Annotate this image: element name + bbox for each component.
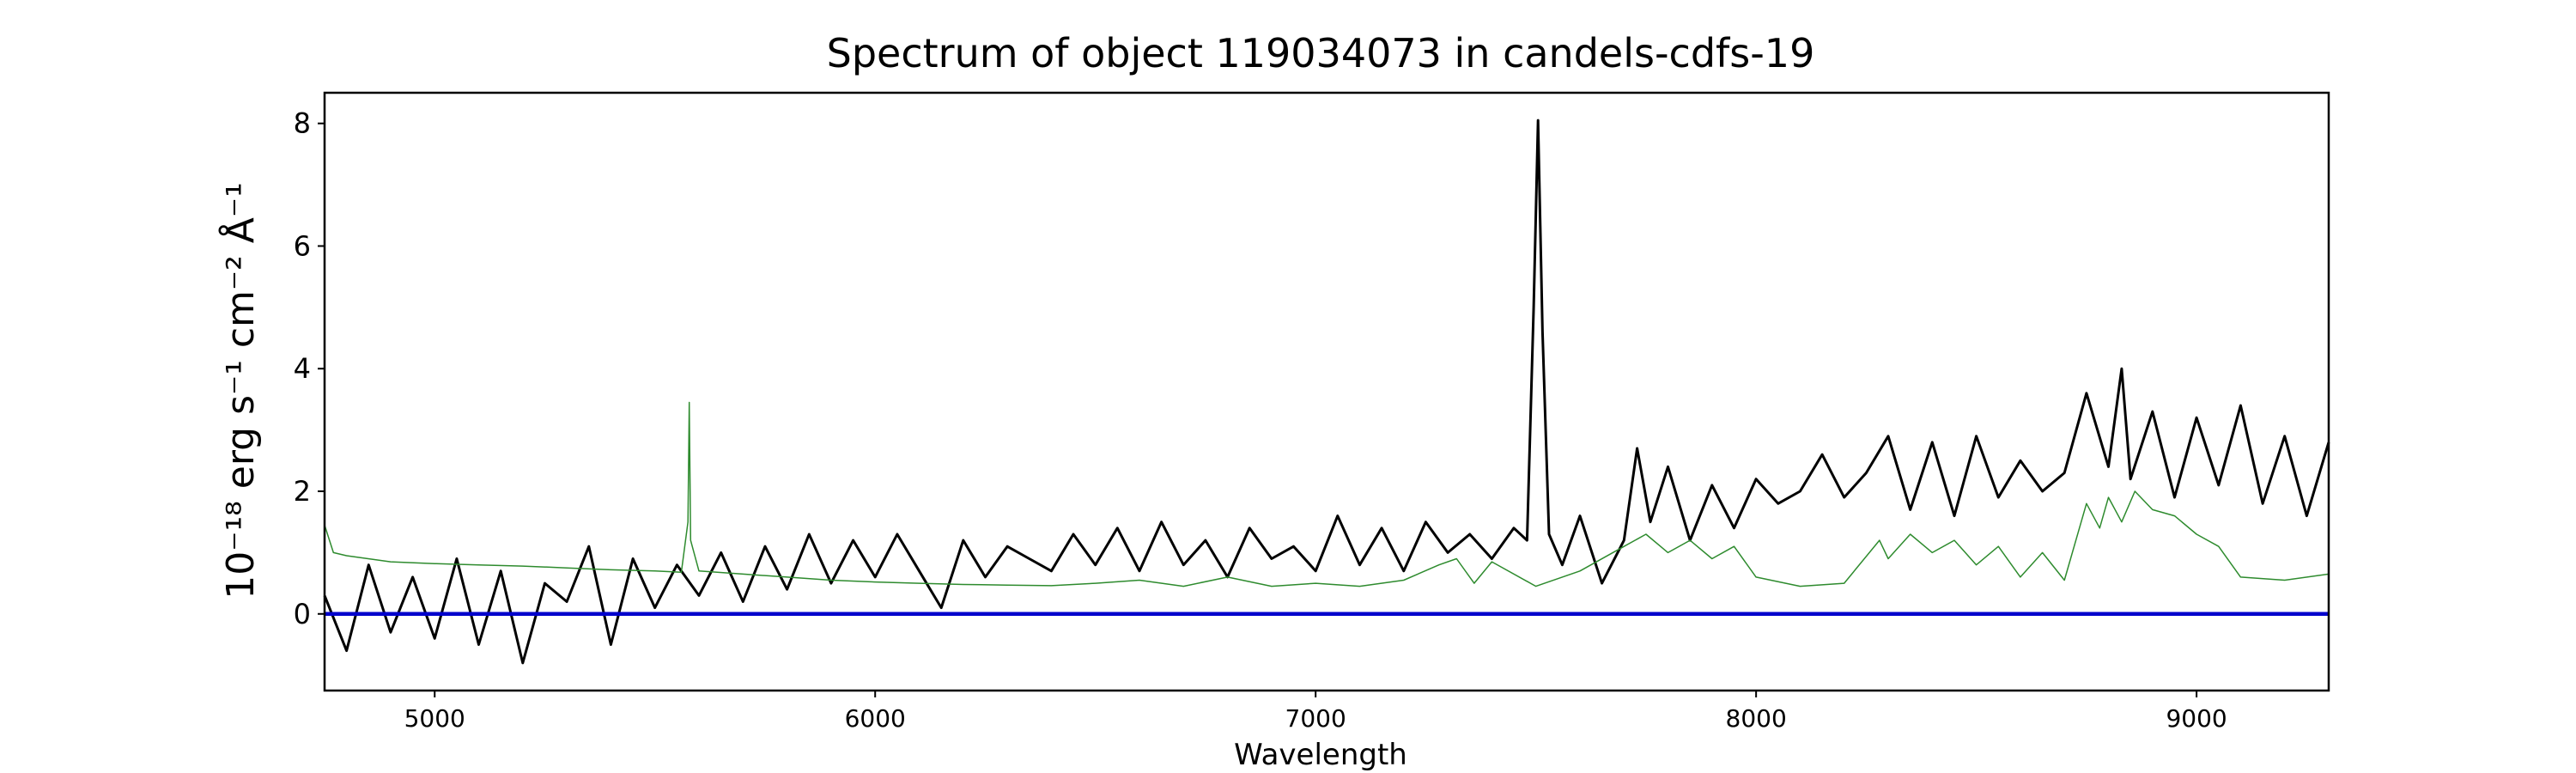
y-tick-label: 4 [294,352,311,385]
x-axis: 5000 6000 7000 8000 9000 [404,691,2227,733]
x-tick-label: 7000 [1285,704,1346,733]
y-axis: 0 2 4 6 8 [294,107,325,630]
flux-series-line [323,119,2330,665]
plot-frame [323,91,2330,692]
plot-area [323,119,2330,665]
chart-title: Spectrum of object 119034073 in candels-… [827,30,1815,76]
x-tick-label: 8000 [1726,704,1787,733]
x-tick-label: 5000 [404,704,465,733]
y-axis-label: 10⁻¹⁸ erg s⁻¹ cm⁻² Å⁻¹ [217,182,263,599]
x-axis-label: Wavelength [1234,738,1407,772]
sky-series-line [324,401,2330,587]
x-tick-label: 9000 [2166,704,2227,733]
x-tick-label: 6000 [845,704,906,733]
y-tick-label: 8 [294,107,311,140]
y-tick-label: 0 [294,598,311,630]
y-tick-label: 2 [294,475,311,508]
y-tick-label: 6 [294,229,311,262]
